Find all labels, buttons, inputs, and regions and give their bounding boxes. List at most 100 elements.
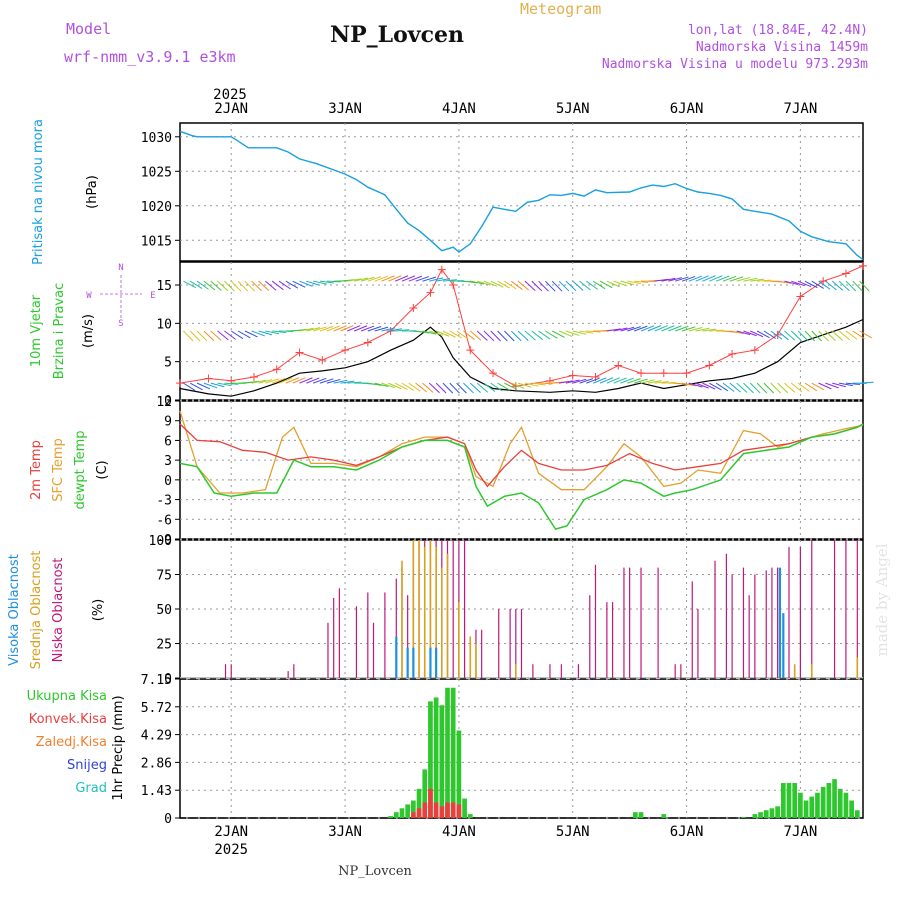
precip-total-bar (752, 814, 758, 818)
temp-unit: (C) (95, 460, 110, 479)
wind-arrow (825, 382, 839, 389)
wind-arrow (551, 280, 563, 292)
wind-arrow (634, 325, 648, 332)
wind-arrow (517, 382, 532, 388)
pressure-line (179, 130, 864, 261)
cloud-axis-tick-label: 100 (149, 534, 172, 549)
meteogram-subtitle: Meteogram (520, 0, 602, 18)
precip-total-bar (638, 812, 644, 818)
wind-arrow (504, 280, 517, 290)
wind-arrow (265, 378, 279, 384)
wind-arrow (613, 327, 628, 332)
gust-marker (176, 379, 184, 388)
wind-subtitle: Brzina i Pravac (52, 283, 67, 380)
gust-marker (568, 371, 577, 380)
wind-arrow (579, 280, 591, 291)
wind-arrow (463, 330, 475, 340)
precip-total-bar (405, 804, 411, 818)
wind-arrow (258, 280, 270, 292)
bottom-day-label: 2JAN (214, 824, 248, 840)
gust-marker (437, 265, 446, 274)
wind-arrow (743, 277, 758, 282)
wind-arrow (640, 325, 655, 332)
wind-arrow (791, 280, 805, 287)
wind-arrow (189, 280, 203, 289)
wind-arrow (347, 278, 362, 282)
precip-total-bar (820, 786, 826, 818)
wind-arrow (217, 382, 232, 387)
wind-arrow (360, 276, 375, 282)
wind-arrow (627, 280, 642, 285)
precip-total-bar (763, 810, 769, 818)
gust-marker (773, 330, 782, 339)
wind-arrow (743, 382, 754, 394)
wind-arrow (852, 280, 863, 292)
model-name: wrf-nmm_v3.9.1 e3km (64, 48, 236, 66)
wind-arrow (586, 330, 601, 333)
wind-arrow (265, 280, 277, 291)
top-day-label: 7JAN (784, 101, 818, 117)
gust-marker (841, 269, 850, 278)
wind-arrow (756, 382, 768, 394)
precip-legend-label: Snijeg (67, 758, 107, 773)
wind-arrow (360, 325, 375, 332)
wind-arrow (811, 280, 824, 289)
wind-arrow (859, 280, 870, 292)
wind-arrow (224, 330, 236, 340)
precip-axis-tick-label: 5.72 (141, 701, 172, 716)
wind-arrow (811, 330, 822, 342)
wind-arrow (572, 280, 584, 291)
wind-arrow (237, 330, 251, 339)
wind-arrow (504, 330, 515, 342)
wind-title: 10m Vjetar (29, 294, 44, 367)
watermark: made by Angel (873, 543, 891, 656)
wind-speed-line (179, 318, 864, 397)
temp-axis-tick-label: -3 (156, 494, 172, 509)
wind-arrow (790, 330, 802, 342)
wind-arrow (442, 279, 457, 282)
wind-arrow (435, 382, 447, 394)
gust-marker (318, 356, 327, 365)
panel-frame-0 (179, 122, 864, 262)
precip-total-bar (388, 816, 393, 818)
pressure-axis-tick-label: 1015 (141, 234, 172, 249)
wind-arrow (722, 275, 737, 282)
wind-arrow (818, 280, 831, 290)
gust-marker (249, 373, 258, 381)
wind-arrow (504, 382, 518, 390)
wind-arrow (511, 382, 525, 389)
wind-arrow (729, 276, 744, 282)
wind-arrow (736, 330, 751, 336)
wind-arrow (183, 280, 197, 289)
wind-arrow (244, 280, 256, 292)
precip-total-bar (632, 812, 638, 818)
wind-arrow (353, 325, 368, 332)
wind-arrow (183, 330, 194, 342)
wind-arrow (354, 277, 368, 282)
wind-arrow (784, 330, 796, 341)
wind-arrow (558, 280, 570, 292)
wind-arrow (436, 278, 450, 282)
wind-arrow (620, 326, 635, 332)
wind-arrow (381, 275, 395, 282)
sfc-temp-line (179, 410, 864, 494)
gust-marker (796, 292, 805, 301)
wind-arrow (251, 280, 263, 292)
wind-arrow (531, 330, 544, 341)
wind-arrow (681, 326, 696, 332)
wind-arrow (469, 330, 482, 341)
wind-dir-west: W (86, 291, 92, 301)
wind-arrow (278, 377, 293, 384)
wind-arrow (797, 330, 809, 342)
bottom-day-label: 6JAN (670, 824, 704, 840)
wind-arrow (811, 382, 825, 391)
precip-total-bar (428, 701, 433, 818)
wind-arrow (510, 280, 523, 290)
wind-arrow (668, 325, 682, 332)
wind-arrow (258, 330, 273, 336)
wind-arrow (750, 278, 765, 282)
wind-arrow (613, 377, 627, 384)
wind-arrow (736, 276, 751, 282)
wind-arrow (422, 330, 437, 335)
